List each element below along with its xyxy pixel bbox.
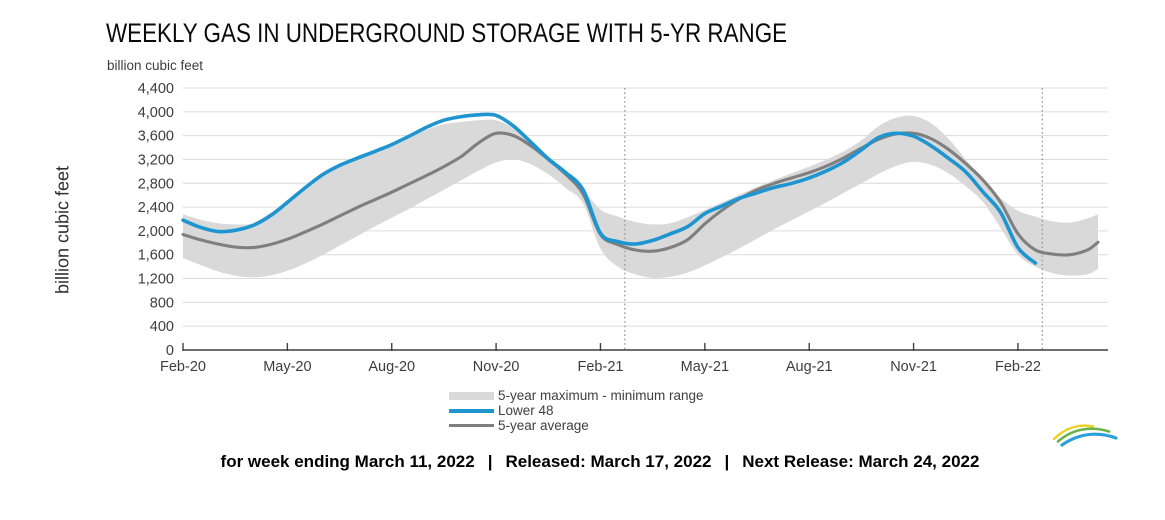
y-tick-label: 1,600 (138, 248, 174, 264)
released-text: Released: March 17, 2022 (505, 452, 712, 471)
x-tick-label: Feb-22 (995, 359, 1041, 375)
x-tick-label: Feb-20 (160, 359, 206, 375)
x-tick-label: Nov-20 (473, 359, 520, 375)
average-line-swatch-icon (449, 424, 494, 427)
y-tick-label: 2,400 (138, 200, 174, 216)
legend-item-average: 5-year average (449, 418, 704, 433)
y-tick-label: 2,000 (138, 224, 174, 240)
week-ending-text: for week ending March 11, 2022 (220, 452, 475, 471)
legend-item-lower48: Lower 48 (449, 403, 704, 418)
y-tick-label: 2,800 (138, 176, 174, 192)
page-title: WEEKLY GAS IN UNDERGROUND STORAGE WITH 5… (106, 18, 788, 48)
legend-label-lower48: Lower 48 (498, 403, 554, 418)
legend: 5-year maximum - minimum range Lower 48 … (449, 388, 704, 433)
legend-label-average: 5-year average (498, 418, 589, 433)
next-release-text: Next Release: March 24, 2022 (742, 452, 980, 471)
range-band-swatch-icon (449, 391, 494, 400)
lower48-line-swatch-icon (449, 408, 494, 413)
y-tick-label: 4,000 (138, 105, 174, 121)
report-dates-footer: for week ending March 11, 2022 | Released:… (35, 452, 1165, 472)
eia-logo-swoosh-icon (1052, 424, 1118, 447)
footer-separator: | (724, 452, 730, 471)
lower48-line (181, 112, 1038, 265)
y-tick-label: 3,200 (138, 152, 174, 168)
y-tick-label: 400 (150, 319, 174, 335)
x-tick-label: May-20 (263, 359, 311, 375)
footer-separator: | (487, 452, 493, 471)
x-tick-label: Feb-21 (578, 359, 624, 375)
x-tick-label: Nov-21 (890, 359, 937, 375)
five-year-range-band (183, 115, 1098, 279)
x-tick-label: Aug-21 (786, 359, 833, 375)
five-year-average-line (181, 131, 1100, 257)
x-tick-label: Aug-20 (368, 359, 415, 375)
y-tick-label: 1,200 (138, 272, 174, 288)
x-tick-label: May-21 (681, 359, 729, 375)
legend-item-range: 5-year maximum - minimum range (449, 388, 704, 403)
y-tick-label: 0 (166, 343, 174, 359)
y-tick-label: 3,600 (138, 129, 174, 145)
legend-label-range: 5-year maximum - minimum range (498, 388, 704, 403)
y-tick-label: 4,400 (138, 81, 174, 97)
y-units-label: billion cubic feet (107, 58, 204, 73)
y-tick-label: 800 (150, 295, 174, 311)
